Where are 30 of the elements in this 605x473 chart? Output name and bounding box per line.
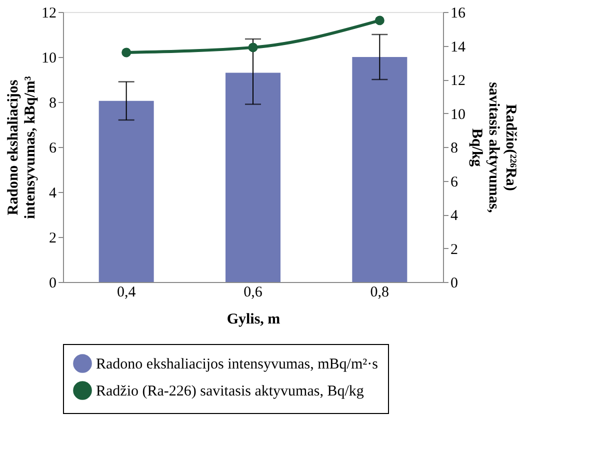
bar	[226, 72, 280, 282]
y-tick-label: 10	[42, 50, 56, 66]
y2-tick-label: 2	[450, 242, 458, 258]
point	[374, 16, 384, 26]
x-axis-title: Gylis, m	[226, 312, 281, 328]
y2-tick-label: 6	[450, 174, 458, 190]
point	[122, 48, 132, 58]
x-tick-label: 0,4	[116, 284, 136, 300]
y2-tick-label: 4	[450, 208, 458, 224]
y-tick-label: 12	[42, 6, 56, 22]
y2-tick-label: 0	[450, 276, 458, 292]
legend-label: Radžio (Ra-226) savitasis aktyvumas, Bq/kg	[96, 384, 364, 400]
y-tick-label: 8	[49, 96, 56, 112]
x-tick-label: 0,8	[370, 284, 390, 300]
bar	[98, 100, 154, 282]
y2-tick-label: 8	[450, 140, 458, 156]
bar	[352, 57, 408, 282]
y-axis-title: Radono ekshaliacijos intensyvumas, kBq/m³	[6, 76, 38, 219]
y2-tick-label: 16	[450, 6, 466, 22]
legend-label: Radono ekshaliacijos intensyvumas, mBq/m²·s	[96, 356, 378, 372]
y-tick-label: 0	[49, 276, 56, 292]
y2-tick-label: 10	[450, 106, 466, 123]
x-tick-label: 0,6	[244, 284, 263, 300]
y2-tick-label: 14	[450, 39, 466, 56]
y2-axis-title: Radžio(²²⁶Ra) savitasis aktyvumas, Bq/kg	[468, 82, 518, 214]
y2-tick-label: 12	[450, 73, 466, 89]
y-tick-label: 6	[49, 140, 57, 156]
y-tick-label: 4	[49, 186, 57, 202]
point	[248, 42, 258, 52]
y-tick-label: 2	[49, 230, 56, 246]
